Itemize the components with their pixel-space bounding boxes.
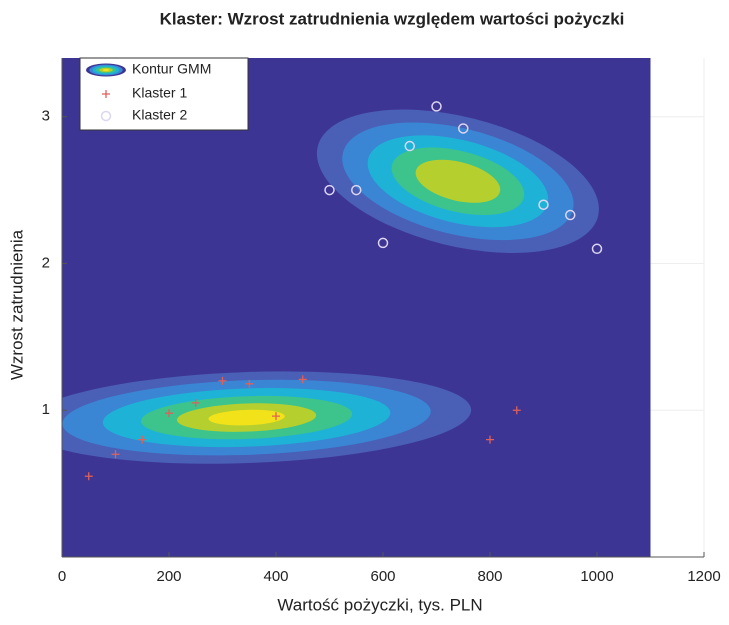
point [165, 409, 173, 418]
legend-label: Kontur GMM [132, 61, 211, 77]
contour-level [208, 409, 285, 426]
contours [62, 109, 599, 464]
point [591, 243, 603, 255]
point [458, 123, 469, 134]
legend-contour-icon [102, 68, 110, 72]
y-tick-label: 1 [42, 401, 50, 418]
chart-title: Klaster: Wzrost zatrudnienia względem wa… [160, 9, 625, 28]
x-tick-label: 0 [58, 568, 66, 585]
legend-marker [100, 110, 112, 122]
point [565, 209, 576, 221]
point [486, 435, 494, 444]
point [404, 140, 415, 152]
point [298, 375, 307, 384]
x-tick-label: 600 [370, 568, 395, 585]
point [245, 379, 254, 388]
point [191, 398, 200, 407]
x-axis-label: Wartość pożyczki, tys. PLN [277, 595, 482, 614]
x-tick-label: 1000 [580, 568, 613, 585]
point [538, 199, 549, 211]
y-tick-label: 2 [42, 254, 50, 271]
x-tick-label: 400 [263, 568, 288, 585]
point [512, 406, 521, 415]
point [111, 450, 120, 459]
point [218, 376, 227, 385]
point [272, 412, 280, 421]
y-tick-label: 3 [42, 108, 50, 125]
point [138, 435, 147, 444]
point [431, 101, 442, 112]
y-axis-label: Wzrost zatrudnienia [7, 229, 26, 380]
point [84, 472, 93, 481]
legend-label: Klaster 2 [132, 107, 187, 123]
x-tick-label: 200 [156, 568, 181, 585]
point [351, 184, 362, 196]
legend-label: Klaster 1 [132, 85, 187, 101]
legend-marker [102, 90, 110, 98]
contour-level [415, 159, 501, 203]
point [377, 237, 389, 249]
x-tick-label: 1200 [687, 568, 720, 585]
point [324, 184, 335, 196]
x-tick-label: 800 [477, 568, 502, 585]
